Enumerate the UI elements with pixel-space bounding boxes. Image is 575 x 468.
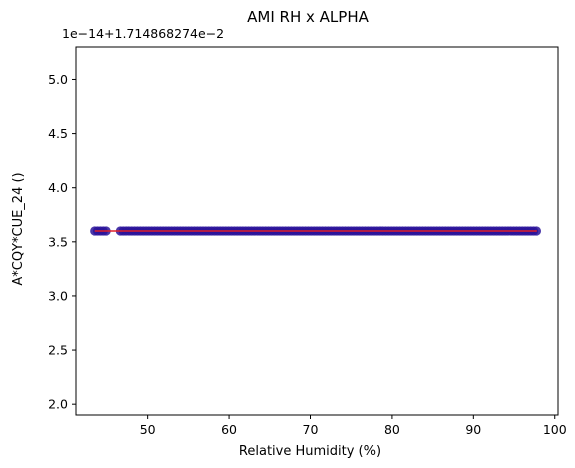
y-offset-label: 1e−14+1.714868274e−2 bbox=[62, 26, 224, 41]
x-tick-label: 60 bbox=[221, 422, 237, 437]
x-tick-label: 50 bbox=[140, 422, 156, 437]
y-tick-label: 3.5 bbox=[48, 234, 68, 249]
x-axis: 50 60 70 80 90 100 bbox=[140, 415, 567, 437]
y-tick-label: 4.0 bbox=[48, 180, 68, 195]
y-axis: 2.0 2.5 3.0 3.5 4.0 4.5 5.0 bbox=[48, 72, 76, 412]
x-tick-label: 70 bbox=[303, 422, 319, 437]
plot-area bbox=[90, 226, 542, 236]
y-tick-label: 4.5 bbox=[48, 126, 68, 141]
y-tick-label: 5.0 bbox=[48, 72, 68, 87]
y-tick-label: 3.0 bbox=[48, 288, 68, 303]
x-axis-title: Relative Humidity (%) bbox=[239, 444, 381, 459]
chart-title: AMI RH x ALPHA bbox=[247, 8, 369, 26]
x-tick-label: 80 bbox=[384, 422, 400, 437]
y-axis-title: A*CQY*CUE_24 () bbox=[11, 172, 26, 285]
x-tick-label: 90 bbox=[465, 422, 481, 437]
y-tick-label: 2.0 bbox=[48, 397, 68, 412]
y-tick-label: 2.5 bbox=[48, 343, 68, 358]
x-tick-label: 100 bbox=[543, 422, 567, 437]
plot-frame bbox=[75, 46, 559, 416]
